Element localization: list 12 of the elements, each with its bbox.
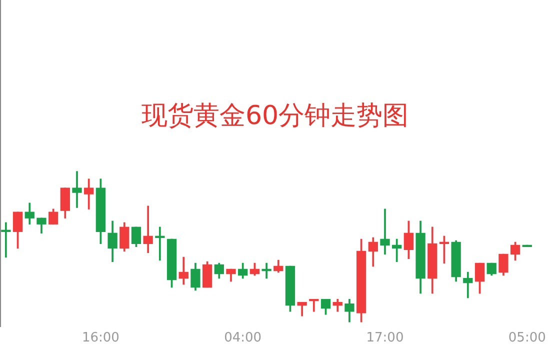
candlestick xyxy=(1,222,11,258)
candlestick xyxy=(155,226,165,261)
x-tick-label: 04:00 xyxy=(224,330,262,346)
x-tick-label: 17:00 xyxy=(366,330,404,346)
candlestick xyxy=(72,171,82,208)
x-tick-label: 16:00 xyxy=(82,330,120,346)
candlestick xyxy=(262,262,272,279)
x-tick-label: 05:00 xyxy=(508,330,546,346)
chart-title: 现货黄金60分钟走势图 xyxy=(140,100,410,133)
candlestick xyxy=(392,238,402,262)
candlestick xyxy=(143,206,153,254)
candlestick xyxy=(380,208,390,255)
